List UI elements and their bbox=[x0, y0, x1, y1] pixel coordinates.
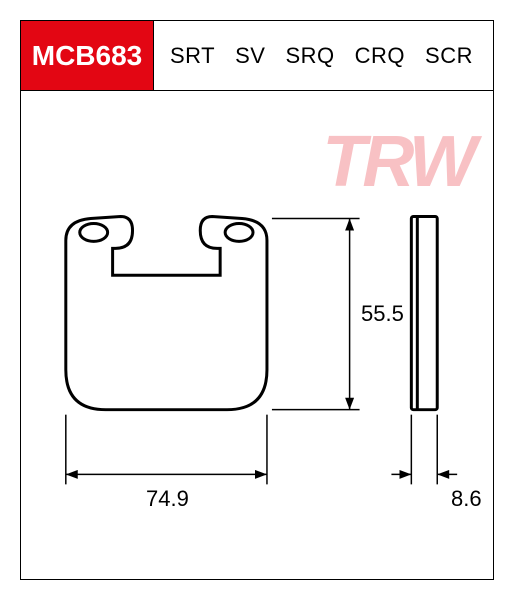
dim-height bbox=[272, 218, 360, 409]
diagram-area: TRW bbox=[21, 91, 493, 579]
code-item: SRQ bbox=[285, 43, 334, 69]
code-item: SCR bbox=[425, 43, 473, 69]
code-item: SV bbox=[235, 43, 265, 69]
frame: MCB683 SRT SV SRQ CRQ SCR TRW bbox=[20, 20, 494, 580]
code-item: CRQ bbox=[355, 43, 405, 69]
pad-front-view bbox=[66, 217, 267, 410]
part-number: MCB683 bbox=[32, 40, 142, 72]
pad-side-view bbox=[411, 217, 437, 410]
header: MCB683 SRT SV SRQ CRQ SCR bbox=[21, 21, 493, 91]
code-list: SRT SV SRQ CRQ SCR bbox=[154, 21, 493, 90]
dim-width-value: 74.9 bbox=[146, 486, 189, 512]
technical-drawing bbox=[21, 91, 493, 579]
code-item: SRT bbox=[170, 43, 215, 69]
dim-thickness-value: 8.6 bbox=[451, 486, 482, 512]
dim-thickness bbox=[391, 415, 457, 485]
part-number-badge: MCB683 bbox=[21, 21, 154, 90]
dim-width bbox=[66, 415, 267, 485]
dim-height-value: 55.5 bbox=[361, 301, 404, 327]
